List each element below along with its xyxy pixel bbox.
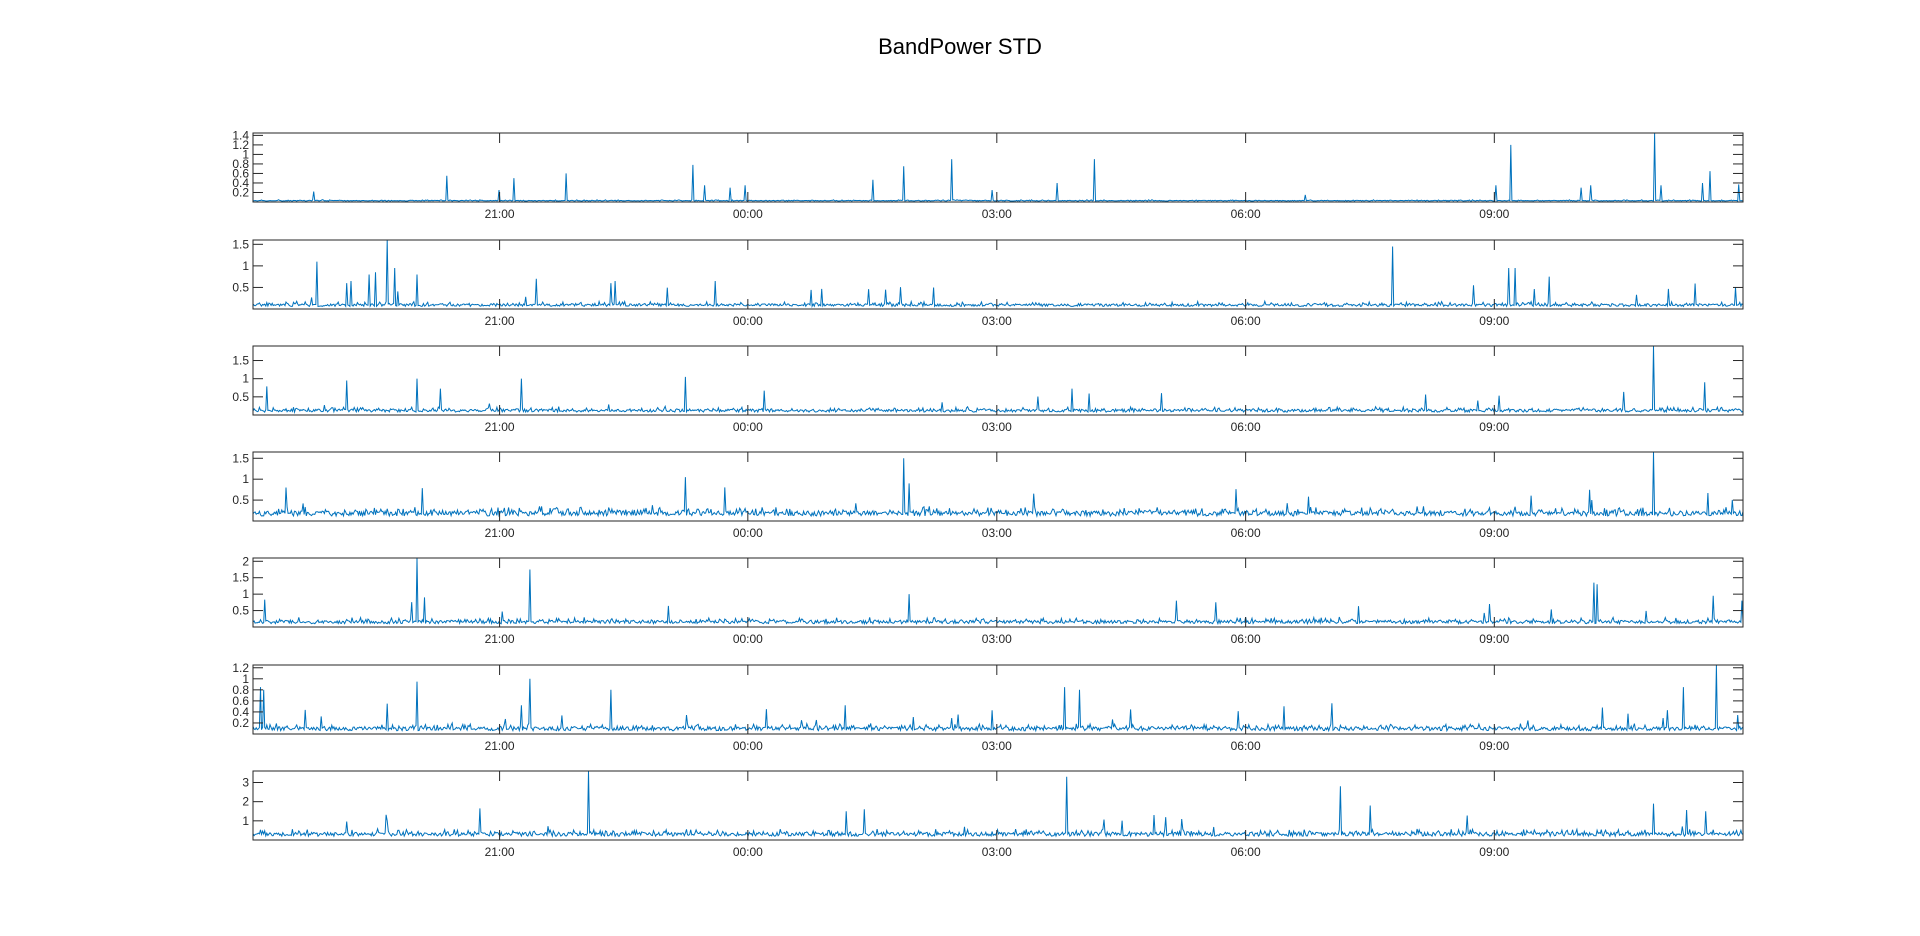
y-tick-label: 1: [242, 672, 249, 686]
series-line-3: [252, 345, 1744, 415]
x-tick-label: 03:00: [982, 845, 1012, 859]
x-tick-label: 00:00: [733, 845, 763, 859]
x-tick-label: 21:00: [485, 314, 515, 328]
y-tick-label: 1.5: [232, 354, 249, 368]
axes-box: [252, 132, 1744, 203]
y-tick-label: 1: [242, 259, 249, 273]
subplot-7: 1 2 3 21:00 00:00 03:00 06:00 09:00: [242, 770, 1744, 859]
x-tick-label: 21:00: [485, 739, 515, 753]
axes-box: [252, 451, 1744, 522]
x-tick-label: 21:00: [485, 420, 515, 434]
x-tick-label: 09:00: [1479, 207, 1509, 221]
x-tick-label: 03:00: [982, 207, 1012, 221]
x-tick-label: 06:00: [1231, 739, 1261, 753]
x-tick-label: 06:00: [1231, 207, 1261, 221]
x-tick-label: 09:00: [1479, 420, 1509, 434]
x-tick-label: 09:00: [1479, 314, 1509, 328]
x-tick-label: 00:00: [733, 526, 763, 540]
y-tick-label: 1.4: [232, 128, 249, 142]
series-line-6: [252, 664, 1744, 733]
y-tick-label: 1: [242, 587, 249, 601]
y-tick-label: 0.4: [232, 176, 249, 190]
x-tick-label: 00:00: [733, 632, 763, 646]
x-tick-label: 09:00: [1479, 526, 1509, 540]
x-tick-label: 03:00: [982, 314, 1012, 328]
x-tick-label: 00:00: [733, 207, 763, 221]
axes-box: [252, 239, 1744, 310]
x-tick-label: 03:00: [982, 526, 1012, 540]
series-line-2: [252, 239, 1744, 309]
y-tick-label: 1.2: [232, 661, 249, 675]
series-line-7: [252, 770, 1744, 838]
y-tick-label: 1: [242, 147, 249, 161]
y-tick-label: 0.5: [232, 493, 249, 507]
y-tick-label: 0.8: [232, 683, 249, 697]
x-tick-label: 21:00: [485, 207, 515, 221]
series-line-4: [252, 451, 1744, 518]
y-tick-label: 0.4: [232, 705, 249, 719]
y-tick-label: 1.5: [232, 237, 249, 251]
y-tick-label: 0.2: [232, 716, 249, 730]
x-tick-label: 00:00: [733, 420, 763, 434]
y-tick-label: 0.5: [232, 280, 249, 294]
subplot-6: 0.20.40.60.811.2 21:00 00:00 03:00 06:00 09:0…: [232, 661, 1744, 753]
y-tick-label: 0.5: [232, 604, 249, 618]
y-tick-label: 1.5: [232, 451, 249, 465]
x-tick-label: 09:00: [1479, 845, 1509, 859]
x-tick-label: 03:00: [982, 420, 1012, 434]
subplot-1: 0.20.40.60.811.21.4 21:00 00:00 03:00 06:00 0…: [232, 128, 1744, 221]
x-tick-label: 00:00: [733, 314, 763, 328]
axes-box: [252, 664, 1744, 735]
figure-title: BandPower STD: [878, 34, 1042, 59]
y-tick-label: 0.5: [232, 390, 249, 404]
x-tick-label: 21:00: [485, 632, 515, 646]
x-tick-label: 09:00: [1479, 739, 1509, 753]
x-tick-label: 21:00: [485, 845, 515, 859]
y-tick-label: 1.5: [232, 571, 249, 585]
y-tick-label: 1: [242, 814, 249, 828]
x-tick-label: 03:00: [982, 632, 1012, 646]
axes-box: [252, 345, 1744, 416]
subplot-3: 0.5 1 1.5 21:00 00:00 03:00 06:00 09:00: [232, 345, 1744, 434]
x-tick-label: 03:00: [982, 739, 1012, 753]
axes-box: [252, 557, 1744, 628]
x-tick-label: 09:00: [1479, 632, 1509, 646]
y-tick-label: 1: [242, 472, 249, 486]
y-tick-label: 1: [242, 372, 249, 386]
y-tick-label: 0.6: [232, 694, 249, 708]
axes-box: [252, 770, 1744, 841]
subplot-2: 0.5 1 1.5 21:00 00:00 03:00 06:00 09:00: [232, 237, 1744, 328]
y-tick-label: 0.2: [232, 185, 249, 199]
x-tick-label: 21:00: [485, 526, 515, 540]
series-line-5: [252, 557, 1744, 626]
subplot-4: 0.5 1 1.5 21:00 00:00 03:00 06:00 09:00: [232, 451, 1744, 540]
x-tick-label: 00:00: [733, 739, 763, 753]
y-tick-label: 0.8: [232, 157, 249, 171]
y-tick-label: 2: [242, 554, 249, 568]
y-tick-label: 2: [242, 795, 249, 809]
y-tick-label: 0.6: [232, 166, 249, 180]
series-line-1: [252, 132, 1744, 203]
y-tick-label: 3: [242, 776, 249, 790]
x-tick-label: 06:00: [1231, 845, 1261, 859]
x-tick-label: 06:00: [1231, 314, 1261, 328]
x-tick-label: 06:00: [1231, 526, 1261, 540]
x-tick-label: 06:00: [1231, 420, 1261, 434]
subplot-5: 0.5 1 1.5 2 21:00 00:00 03:00 06:00 09:00: [232, 554, 1744, 646]
y-tick-label: 1.2: [232, 138, 249, 152]
x-tick-label: 06:00: [1231, 632, 1261, 646]
